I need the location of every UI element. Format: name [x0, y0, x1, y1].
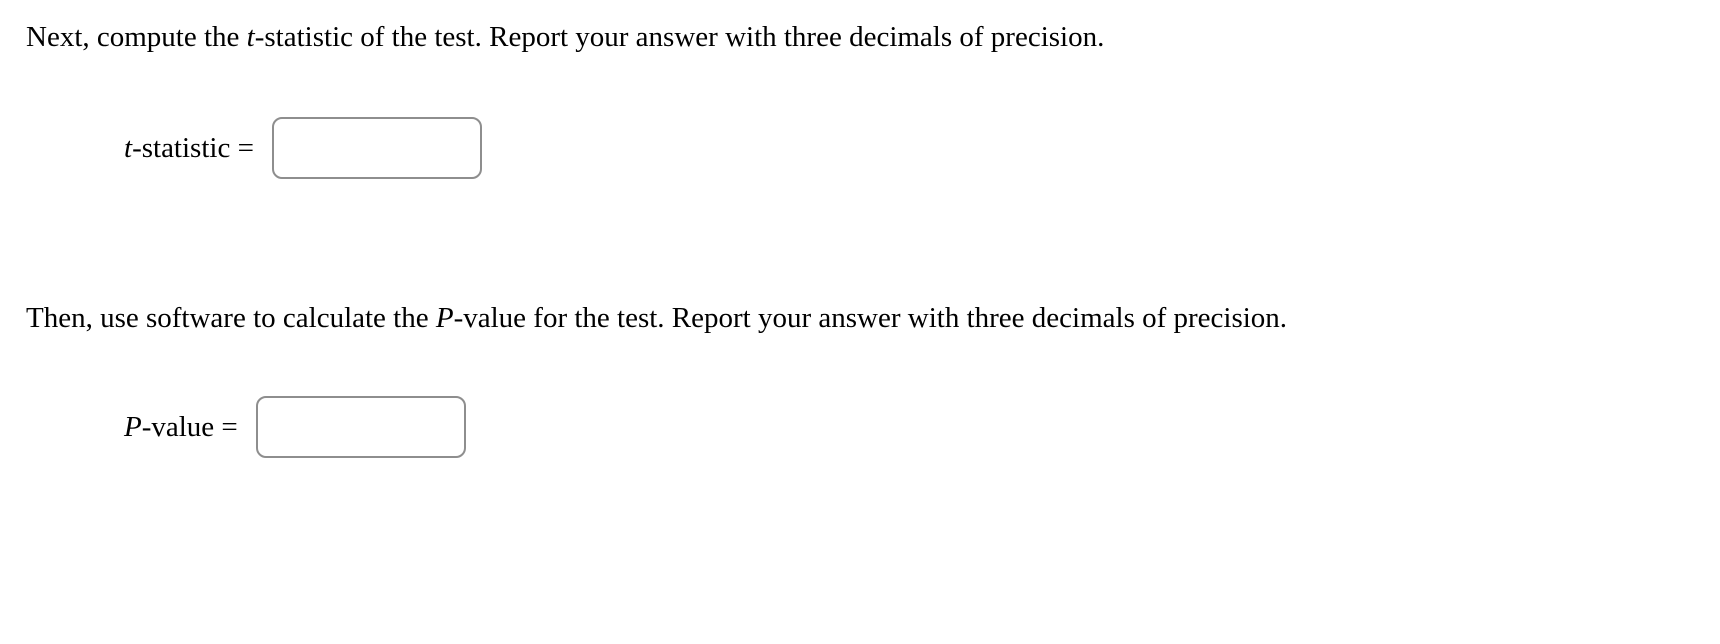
q1-prompt-pre: Next, compute the: [26, 21, 247, 53]
question-2: Then, use software to calculate the P-va…: [26, 299, 1694, 458]
q1-label-var: t: [124, 132, 132, 164]
q2-prompt-var: P: [436, 302, 454, 334]
q1-prompt: Next, compute the t-statistic of the tes…: [26, 18, 1694, 57]
q2-label-var: P: [124, 411, 142, 443]
t-statistic-input[interactable]: [272, 117, 482, 179]
q2-label: P-value =: [124, 411, 238, 444]
q1-label: t-statistic =: [124, 132, 254, 165]
q1-prompt-post: -statistic of the test. Report your answ…: [255, 21, 1105, 53]
q1-label-post: -statistic =: [132, 132, 254, 164]
q2-label-post: -value =: [142, 411, 238, 443]
p-value-input[interactable]: [256, 396, 466, 458]
q1-prompt-var: t: [247, 21, 255, 53]
question-1: Next, compute the t-statistic of the tes…: [26, 18, 1694, 179]
q2-prompt-post: -value for the test. Report your answer …: [454, 302, 1287, 334]
q2-prompt-pre: Then, use software to calculate the: [26, 302, 436, 334]
q1-answer-row: t-statistic =: [124, 117, 1694, 179]
q2-answer-row: P-value =: [124, 396, 1694, 458]
q2-prompt: Then, use software to calculate the P-va…: [26, 299, 1694, 338]
